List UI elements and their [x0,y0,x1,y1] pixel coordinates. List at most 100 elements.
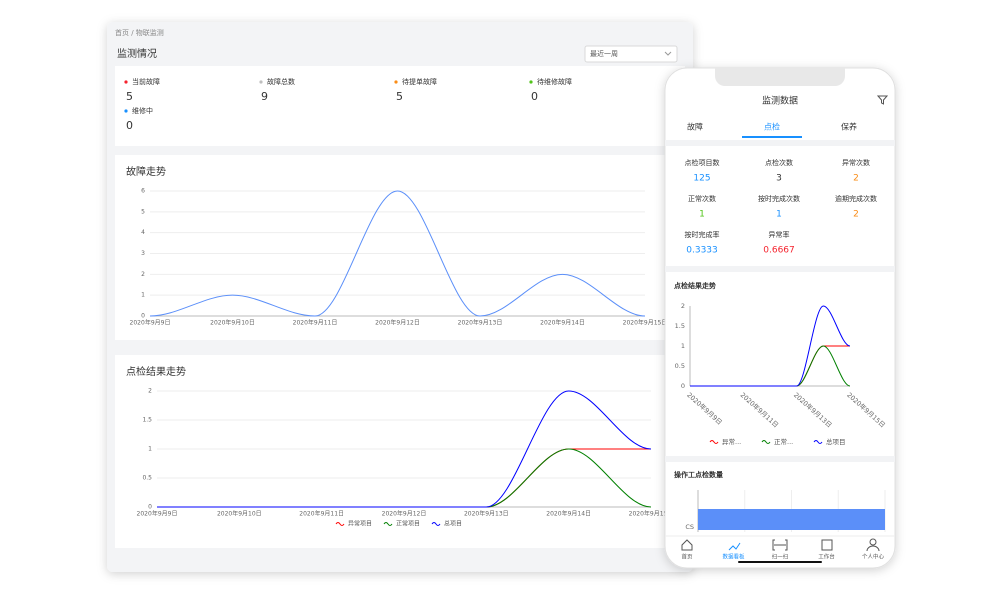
divider [665,456,895,462]
stat-value: 2 [853,174,859,184]
stat-value: 1 [776,210,782,220]
legend-label: 总项目 [444,520,462,528]
nav-item[interactable]: 数据看板 [722,553,745,561]
y-tick-label: 2 [141,271,145,278]
y-tick-label: 0 [148,504,152,511]
stat-value: 0.6667 [763,246,795,256]
legend-icon [431,522,441,526]
x-tick-label: 2020年9月10日 [217,510,262,518]
stat-label: 故障总数 [267,77,295,86]
home-icon [681,539,693,551]
y-tick-label: 6 [141,188,145,195]
x-tick-label: 2020年9月14日 [546,510,591,518]
stat-label: 点检次数 [765,158,793,167]
chart-title: 点检结果走势 [126,365,186,378]
notch [715,68,845,86]
stat-label: 维修中 [132,106,153,115]
line-series [690,305,851,387]
y-tick-label: 4 [141,229,145,236]
nav-icons [681,538,880,552]
stat-dot [529,80,533,84]
user-icon [869,538,877,546]
stat-label: 点检项目数 [685,158,720,167]
stat-label: 正常次数 [688,194,716,203]
y-tick-label: 0 [681,382,685,390]
nav-item[interactable]: 工作台 [818,553,835,561]
line-series [149,190,646,317]
breadcrumb: 首页 / 物联监测 [115,28,164,37]
chart-title: 点检结果走势 [674,281,716,290]
x-tick-label: 2020年9月14日 [540,319,585,327]
stat-label: 按时完成率 [685,230,720,239]
user-icon-body [866,545,880,552]
stat-label: 逾期完成次数 [835,194,877,203]
stat-dot [259,80,263,84]
y-tick-label: 0 [141,313,145,320]
x-tick-label: 2020年9月9日 [137,510,178,518]
stat-label: 异常次数 [842,158,870,167]
legend-icon [335,522,345,526]
y-tick-label: 1 [148,446,152,453]
stat-value: 9 [261,90,268,103]
legend-icon [709,440,719,444]
legend-label: 异常... [722,437,741,446]
stat-value: 125 [693,174,710,184]
stat-value: 2 [853,210,859,220]
y-tick-label: 1 [681,342,685,350]
x-tick-label: 2020年9月13日 [464,510,509,518]
filter-icon[interactable] [876,95,889,105]
x-tick-label: 2020年9月12日 [382,510,427,518]
y-tick-label: 3 [141,250,145,257]
tab[interactable]: 故障 [687,122,703,132]
stat-dot [124,80,128,84]
x-tick-label: 2020年9月10日 [210,319,255,327]
scan-icon [772,539,788,551]
tab[interactable]: 保养 [841,122,857,132]
y-tick-label: 5 [141,208,145,215]
legend-icon [383,522,393,526]
stat-label: 待提单故障 [402,77,437,86]
nav-item[interactable]: 扫一扫 [772,553,789,561]
legend-icon [813,440,823,444]
stat-label: 异常率 [769,230,790,239]
nav-item[interactable]: 个人中心 [862,553,885,561]
x-tick-label: 2020年9月11日 [293,319,338,327]
legend-label: 异常项目 [348,520,372,528]
stat-value: 0 [531,90,538,103]
tab[interactable]: 点检 [764,122,780,132]
y-tick-label: 0.5 [142,475,152,482]
y-tick-label: 1 [141,292,145,299]
y-tick-label: CS [685,523,694,531]
stat-value: 0 [126,119,133,132]
nav-item[interactable]: 首页 [681,553,693,561]
stat-value: 1 [699,210,705,220]
y-tick-label: 0.5 [675,362,685,370]
page-title: 监测情况 [117,47,157,60]
divider [665,266,895,272]
chart-icon [728,542,741,551]
tab-underline [742,136,802,138]
stat-label: 待维修故障 [537,77,572,86]
stat-value: 3 [776,174,782,184]
y-tick-label: 1.5 [675,322,685,330]
work-icon [821,539,833,551]
select-box[interactable] [584,45,678,63]
y-tick-label: 2 [681,302,685,310]
stat-dot [124,109,128,113]
stat-value: 5 [126,90,133,103]
legend-label: 正常项目 [396,520,420,528]
x-tick-label: 2020年9月11日 [299,510,344,518]
page-title: 监测数据 [762,95,798,107]
stat-value: 5 [396,90,403,103]
home-indicator [738,561,822,563]
divider [665,140,895,146]
stat-label: 当前故障 [132,77,160,86]
stats-card [115,66,685,146]
bar [698,509,885,530]
fault-card [115,155,685,340]
legend-icon [761,440,771,444]
x-tick-label: 2020年9月9日 [130,319,171,327]
stat-label: 按时完成次数 [758,194,800,203]
line-series [156,390,652,508]
